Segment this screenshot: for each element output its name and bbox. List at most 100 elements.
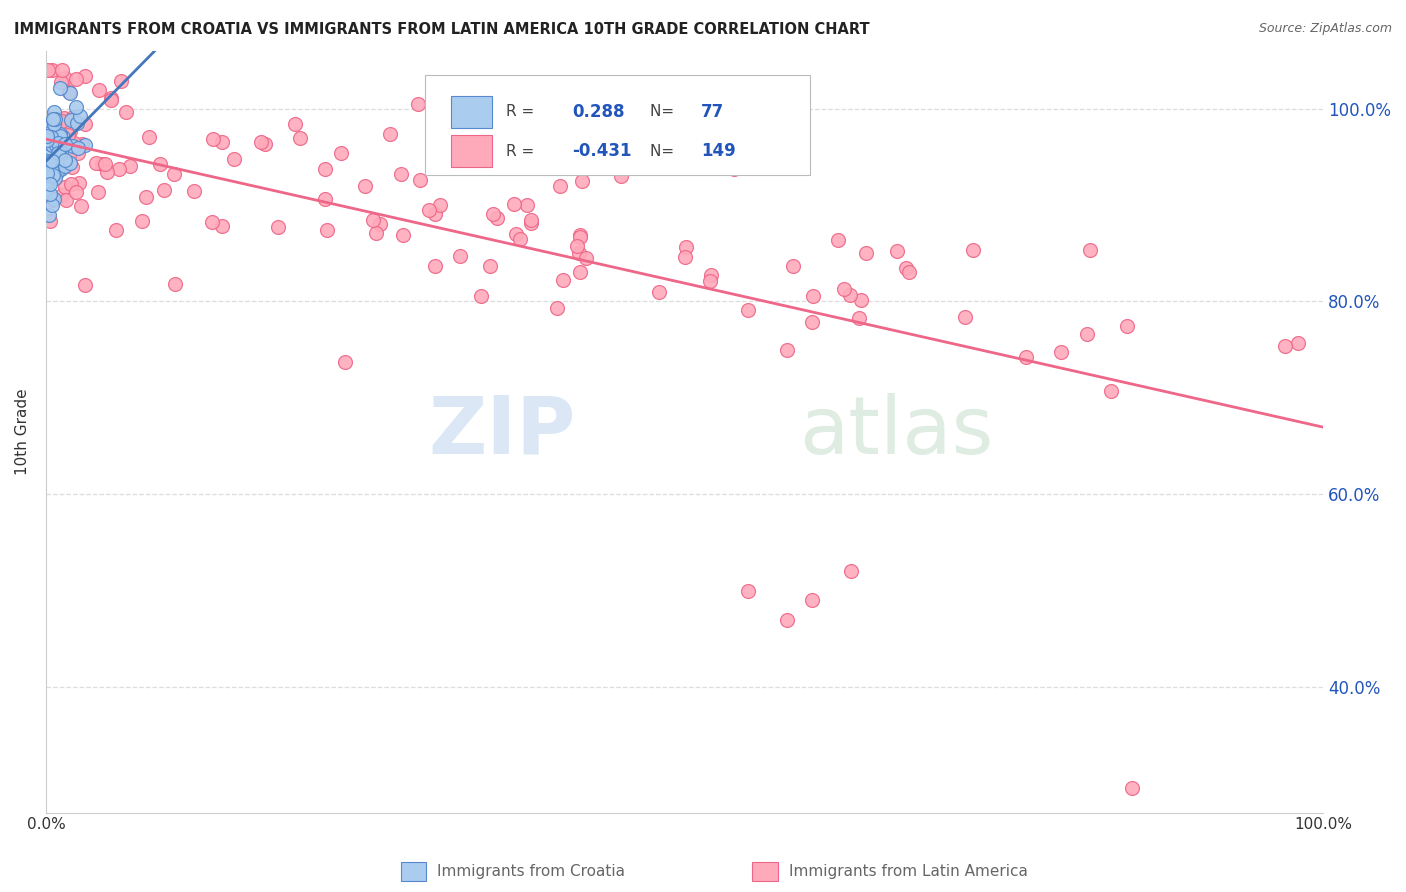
Point [37,182,59,196]
Point [423,207,446,221]
Point [70,198,93,212]
Point [39,141,62,155]
Point [425,259,447,273]
Point [153,183,176,197]
Point [41,130,63,145]
Point [41,139,63,153]
Point [53,159,76,173]
Point [39,160,62,174]
Point [49,127,72,141]
Text: 77: 77 [702,103,724,120]
Point [516,198,538,212]
Point [41,169,63,183]
Point [48,144,70,158]
Point [131,214,153,228]
Point [353,178,375,193]
FancyBboxPatch shape [451,95,492,128]
Point [46,156,69,170]
Point [801,593,824,607]
Point [41,166,63,180]
Point [37,138,59,153]
Point [886,244,908,258]
Point [45,138,67,153]
Point [69,110,91,124]
Point [41,150,63,164]
Text: Source: ZipAtlas.com: Source: ZipAtlas.com [1258,22,1392,36]
Point [62,139,84,153]
Text: R =: R = [506,104,538,120]
Point [249,135,271,149]
Point [267,220,290,235]
Point [51,114,73,128]
Point [108,161,131,176]
Point [37,121,59,136]
Point [51,62,73,77]
Point [520,213,543,227]
Point [162,167,184,181]
Point [46,145,69,160]
Point [848,310,870,325]
Point [37,151,59,165]
Point [548,179,571,194]
Point [46,165,69,179]
Point [37,136,59,151]
Point [838,288,860,302]
Point [406,96,429,111]
Point [478,259,501,273]
Point [37,140,59,154]
Point [519,216,541,230]
Point [138,130,160,145]
Point [546,301,568,315]
Point [118,159,141,173]
Point [565,239,588,253]
Point [39,214,62,228]
Point [201,215,224,229]
Point [38,208,60,222]
Point [392,227,415,242]
Point [42,129,65,144]
Text: R =: R = [506,144,538,159]
Point [41,154,63,169]
Point [37,180,59,194]
Point [96,165,118,179]
Point [41,154,63,169]
Point [832,282,855,296]
Text: ZIP: ZIP [429,392,576,471]
Point [364,227,387,241]
Point [1078,243,1101,257]
Point [66,146,89,161]
Point [73,69,96,83]
Point [58,148,80,162]
Point [39,125,62,139]
Point [568,229,591,244]
Point [60,177,83,191]
Point [855,245,877,260]
Point [1116,318,1139,333]
Point [37,144,59,158]
Point [62,110,84,124]
Point [38,151,60,165]
Point [737,303,759,318]
Point [53,111,76,125]
Point [723,161,745,176]
Point [42,192,65,206]
Point [41,137,63,152]
Point [253,137,276,152]
Point [37,166,59,180]
Point [568,245,591,260]
Point [94,157,117,171]
Point [46,116,69,130]
Point [49,128,72,143]
Point [42,161,65,175]
Point [571,174,593,188]
Point [44,143,66,157]
Point [575,252,598,266]
Point [45,167,67,181]
Point [503,196,526,211]
Point [87,186,110,200]
Text: atlas: atlas [800,392,994,471]
Point [56,128,79,142]
Point [553,273,575,287]
Point [49,81,72,95]
FancyBboxPatch shape [451,136,492,167]
